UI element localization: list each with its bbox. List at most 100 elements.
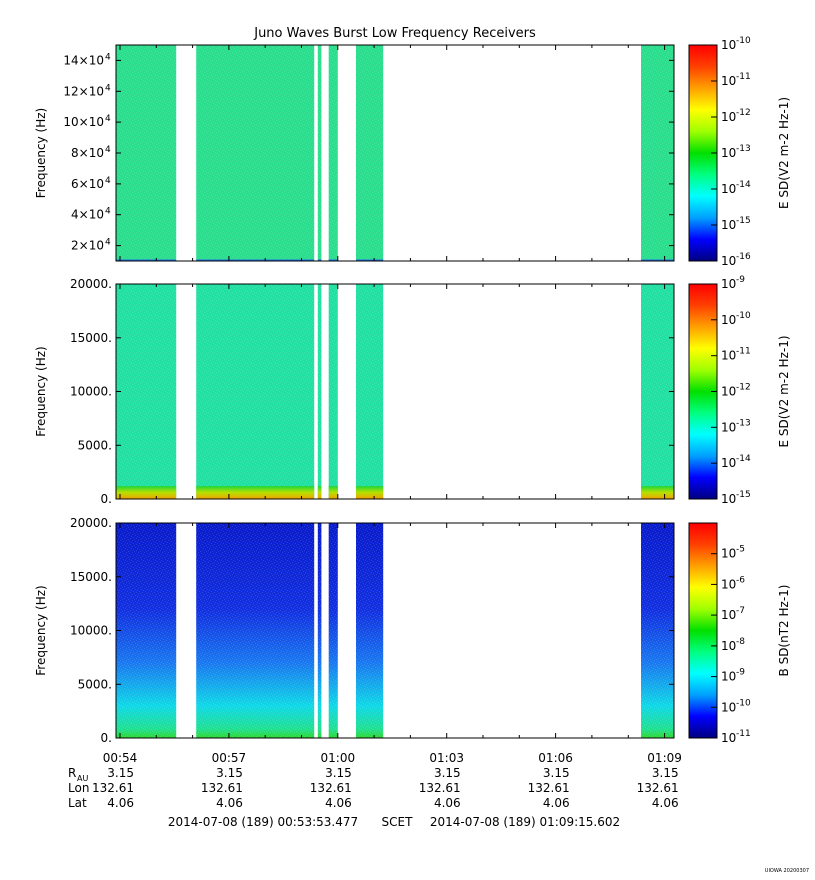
colorbar-tick-exponent: -6 <box>736 575 745 585</box>
credit-stamp: UIOWA 20200307 <box>765 868 809 874</box>
colorbar-tick-exponent: -16 <box>736 252 751 262</box>
x-tick-label: 01:06 <box>538 751 573 765</box>
y-tick-exponent: 4 <box>105 145 111 155</box>
x-tick-label: 00:57 <box>212 751 247 765</box>
y-tick-label: 2×10 <box>71 239 104 253</box>
colorbar-label: E SD(V2 m-2 Hz-1) <box>777 335 791 447</box>
x-tick-label: 01:00 <box>321 751 356 765</box>
spectrogram-panel-3: 0. 5000. 10000. 15000. 20000. Frequency (Hz) 1… <box>34 516 791 745</box>
ephemeris-table: 00:543.15132.614.0600:573.15132.614.0601… <box>68 751 682 810</box>
colorbar-tick-exponent: -10 <box>736 311 751 321</box>
colorbar-tick-label: 10 <box>721 700 736 714</box>
colorbar-tick-label: 10 <box>721 670 736 684</box>
colorbar-tick-exponent: -11 <box>736 729 751 739</box>
ephemeris-value: 3.15 <box>107 766 134 780</box>
colorbar-tick-exponent: -10 <box>736 36 751 46</box>
x-tick-label: 00:54 <box>103 751 138 765</box>
y-tick-label: 6×10 <box>71 177 104 191</box>
ephemeris-value: 132.61 <box>419 781 461 795</box>
data-segment <box>196 523 315 738</box>
colorbar-tick-label: 10 <box>721 218 736 232</box>
y-tick-label: 5000. <box>78 438 112 452</box>
ephemeris-value: 3.15 <box>216 766 243 780</box>
ephemeris-value: 3.15 <box>434 766 461 780</box>
y-tick-label: 20000. <box>70 516 112 530</box>
colorbar-label: B SD(nT2 Hz-1) <box>777 585 791 677</box>
end-time: 2014-07-08 (189) 01:09:15.602 <box>430 815 620 829</box>
y-axis-label: Frequency (Hz) <box>34 346 48 437</box>
y-tick-label: 14×10 <box>63 53 104 67</box>
ephemeris-value: 132.61 <box>637 781 679 795</box>
ephemeris-value: 132.61 <box>528 781 570 795</box>
data-segment <box>116 45 177 261</box>
data-segment <box>356 523 384 738</box>
colorbar-tick-exponent: -10 <box>736 698 751 708</box>
colorbar-tick-exponent: -13 <box>736 418 751 428</box>
ephemeris-value: 4.06 <box>216 796 243 810</box>
ephemeris-value: 132.61 <box>201 781 243 795</box>
colorbar-tick-label: 10 <box>721 639 736 653</box>
colorbar-tick-label: 10 <box>721 492 736 506</box>
colorbar-tick-exponent: -12 <box>736 108 751 118</box>
ephemeris-value: 3.15 <box>652 766 679 780</box>
data-segment <box>317 284 322 499</box>
colorbar-tick-exponent: -9 <box>736 275 745 285</box>
colorbar-tick-label: 10 <box>721 146 736 160</box>
data-segment <box>641 284 674 499</box>
ephemeris-row-sublabel: AU <box>77 774 88 783</box>
y-tick-label: 10000. <box>70 385 112 399</box>
y-tick-label: 0. <box>101 492 112 506</box>
scet-label: SCET <box>382 815 414 829</box>
data-segment <box>328 284 338 499</box>
colorbar-tick-label: 10 <box>721 110 736 124</box>
y-axis-label: Frequency (Hz) <box>34 585 48 676</box>
colorbar-tick-label: 10 <box>721 731 736 745</box>
colorbar-tick-exponent: -14 <box>736 454 751 464</box>
data-segment <box>641 45 674 261</box>
colorbar-tick-label: 10 <box>721 608 736 622</box>
y-tick-exponent: 4 <box>105 238 111 248</box>
y-tick-label: 10000. <box>70 624 112 638</box>
colorbar-tick-exponent: -5 <box>736 545 745 555</box>
data-segment <box>196 284 315 499</box>
colorbar-tick-exponent: -14 <box>736 180 751 190</box>
y-tick-exponent: 4 <box>105 207 111 217</box>
ephemeris-row-label: Lon <box>68 781 89 795</box>
y-tick-label: 0. <box>101 731 112 745</box>
y-axis-label: Frequency (Hz) <box>34 108 48 199</box>
colorbar-tick-exponent: -15 <box>736 490 751 500</box>
ephemeris-row-label: R <box>68 766 76 780</box>
data-segment <box>356 284 384 499</box>
spectrogram-panel-2: 0. 5000. 10000. 15000. 20000. Frequency (Hz) 1… <box>34 275 791 506</box>
y-tick-label: 8×10 <box>71 146 104 160</box>
ephemeris-value: 4.06 <box>107 796 134 810</box>
colorbar-tick-label: 10 <box>721 547 736 561</box>
colorbar-tick-exponent: -15 <box>736 216 751 226</box>
colorbar-tick-exponent: -8 <box>736 637 745 647</box>
spectrogram-panel-1: 2×10 44×10 46×10 48×10 410×10 412×10 414×10 4Fr… <box>34 36 791 268</box>
y-tick-label: 20000. <box>70 277 112 291</box>
x-tick-label: 01:03 <box>429 751 464 765</box>
ephemeris-value: 132.61 <box>92 781 134 795</box>
y-tick-label: 10×10 <box>63 115 104 129</box>
colorbar-tick-label: 10 <box>721 577 736 591</box>
colorbar-tick-exponent: -9 <box>736 668 745 678</box>
colorbar-tick-label: 10 <box>721 420 736 434</box>
data-segment <box>116 284 177 499</box>
y-tick-label: 15000. <box>70 570 112 584</box>
data-segment <box>317 45 322 261</box>
y-tick-label: 5000. <box>78 677 112 691</box>
colorbar-tick-exponent: -11 <box>736 347 751 357</box>
colorbar-label: E SD(V2 m-2 Hz-1) <box>777 97 791 209</box>
data-segment <box>641 523 674 738</box>
colorbar-tick-label: 10 <box>721 38 736 52</box>
y-tick-label: 12×10 <box>63 84 104 98</box>
colorbar-tick-label: 10 <box>721 277 736 291</box>
data-segment <box>317 523 322 738</box>
colorbar-tick-label: 10 <box>721 182 736 196</box>
colorbar-tick-label: 10 <box>721 349 736 363</box>
colorbar-tick-label: 10 <box>721 254 736 268</box>
